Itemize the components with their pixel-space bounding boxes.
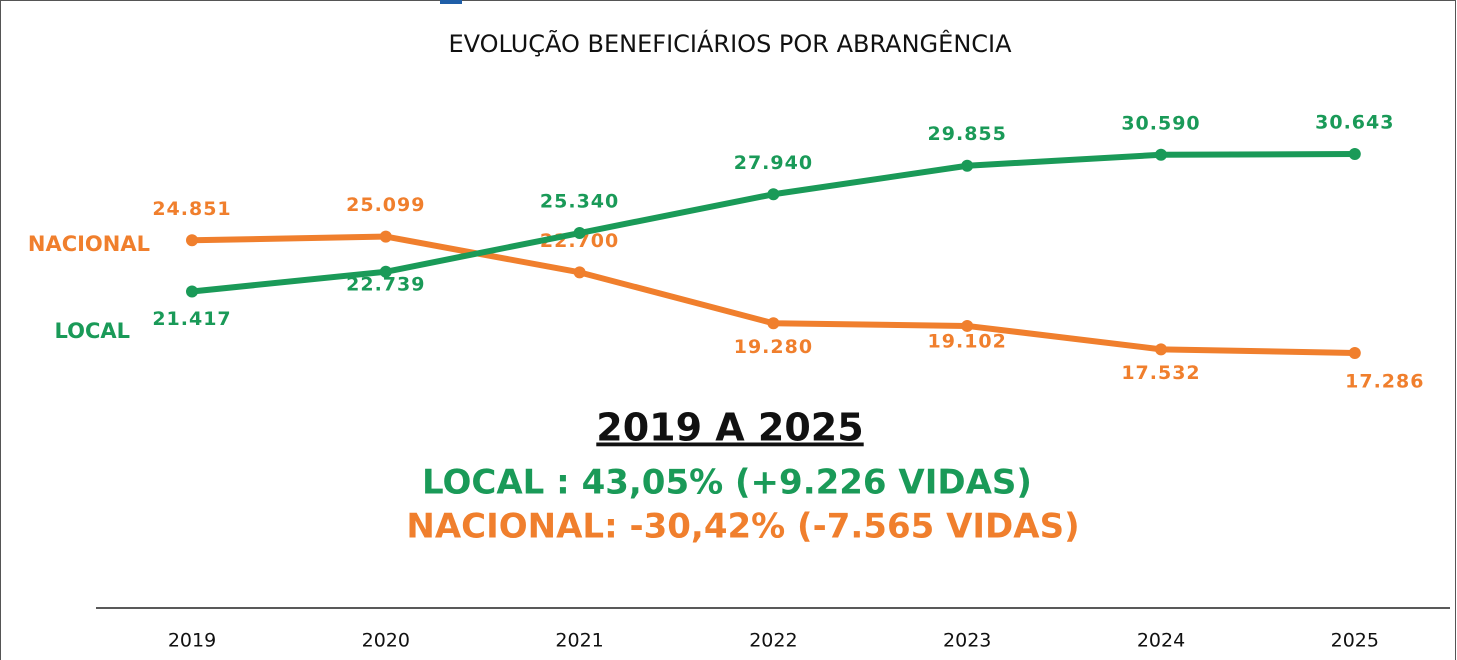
value-label: 19.280 [734, 336, 813, 358]
x-tick-label: 2019 [168, 630, 216, 652]
point [379, 265, 392, 278]
summary-local: LOCAL : 43,05% (+9.226 VIDAS) [422, 463, 1032, 503]
point [379, 230, 392, 243]
point [961, 319, 974, 332]
value-label: 25.340 [540, 191, 619, 213]
value-label: 30.590 [1121, 112, 1200, 134]
value-label: 29.855 [928, 123, 1007, 145]
point [1155, 148, 1167, 161]
point [1155, 343, 1167, 356]
point [961, 159, 974, 172]
point [573, 227, 586, 240]
point [767, 317, 780, 330]
series-line [191, 151, 1355, 295]
x-tick-label: 2021 [555, 630, 603, 652]
top-accent [440, 0, 462, 4]
value-label: 30.643 [1315, 112, 1394, 134]
point [1348, 148, 1361, 160]
value-label: 25.099 [346, 194, 425, 216]
point [186, 285, 198, 298]
summary-heading: 2019 A 2025 [596, 406, 863, 450]
summary-nacional: NACIONAL: -30,42% (-7.565 VIDAS) [406, 507, 1079, 547]
chart-title: EVOLUÇÃO BENEFICIÁRIOS POR ABRANGÊNCIA [448, 28, 1012, 58]
point [1348, 347, 1361, 359]
x-tick-label: 2023 [943, 630, 991, 652]
value-label: 21.417 [152, 308, 231, 330]
value-label: 27.940 [734, 152, 813, 174]
value-label: 24.851 [152, 198, 231, 220]
value-label: 17.532 [1121, 362, 1200, 384]
point [573, 266, 586, 279]
point [767, 188, 780, 201]
series-label: LOCAL [54, 319, 130, 343]
value-label: 19.102 [928, 330, 1007, 352]
value-label: 17.286 [1345, 371, 1424, 393]
value-label: 22.739 [346, 273, 425, 295]
x-tick-label: 2020 [362, 630, 410, 652]
x-tick-label: 2025 [1331, 630, 1379, 652]
x-tick-label: 2024 [1137, 630, 1185, 652]
series-label: NACIONAL [28, 232, 150, 256]
point [186, 234, 198, 247]
x-tick-label: 2022 [749, 630, 797, 652]
